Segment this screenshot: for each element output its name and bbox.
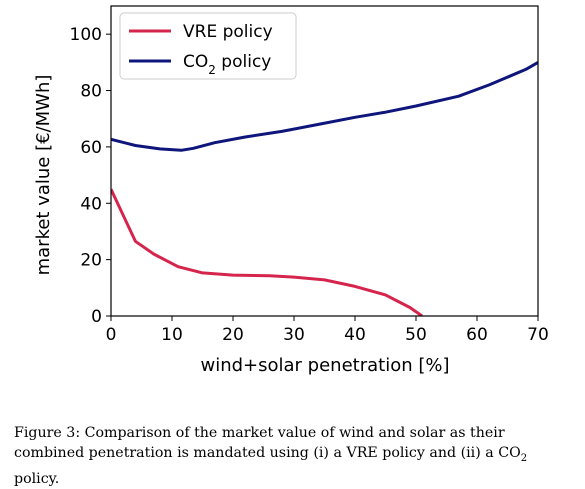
y-tick-label: 0	[91, 307, 102, 327]
y-tick-label: 80	[80, 82, 102, 102]
x-tick-label: 60	[466, 325, 488, 345]
legend-label-1: CO2 policy	[183, 52, 271, 77]
y-axis-label: market value [€/MWh]	[33, 75, 54, 276]
series-line-0	[111, 188, 423, 316]
legend-label-0: VRE policy	[183, 22, 273, 42]
caption-text-end: policy.	[14, 470, 60, 487]
caption-text: Figure 3: Comparison of the market value…	[14, 425, 521, 461]
y-tick-label: 20	[80, 251, 102, 271]
series-line-1	[111, 61, 538, 152]
y-tick-label: 100	[70, 25, 102, 45]
x-tick-label: 50	[405, 325, 427, 345]
y-axis-label-group: market value [€/MWh]	[33, 75, 54, 276]
x-tick-label: 10	[161, 325, 183, 345]
legend-label-part: VRE policy	[183, 22, 273, 42]
x-tick-label: 40	[344, 325, 366, 345]
axes-frame	[110, 5, 539, 317]
legend-label-part: 2	[208, 63, 216, 77]
x-tick-label: 30	[283, 325, 305, 345]
y-tick-label: 40	[80, 194, 102, 214]
legend-label-part: policy	[216, 52, 271, 72]
y-tick-label: 60	[80, 138, 102, 158]
x-tick-label: 0	[106, 325, 117, 345]
legend-label-part: CO	[183, 52, 208, 72]
market-value-chart: market value [€/MWh] wind+solar penetrat…	[33, 5, 549, 376]
x-axis-label: wind+solar penetration [%]	[200, 355, 449, 376]
figure-caption: Figure 3: Comparison of the market value…	[14, 423, 574, 489]
plot-area: 0 10 20 30 40 50 60 70 0 20 40 60 80 100 VRE policy CO2…	[70, 5, 549, 345]
x-tick-label: 20	[222, 325, 244, 345]
caption-subscript: 2	[520, 452, 528, 464]
x-tick-label: 70	[527, 325, 549, 345]
